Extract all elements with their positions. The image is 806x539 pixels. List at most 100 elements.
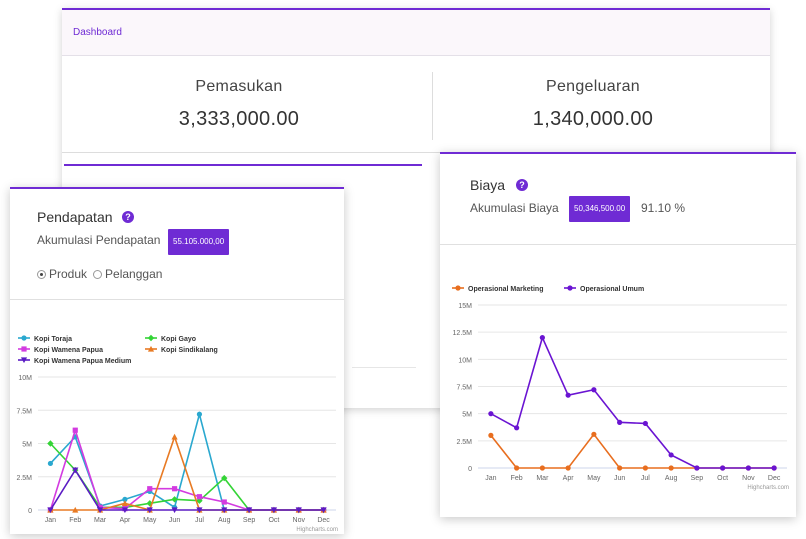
x-tick-label: Nov bbox=[293, 517, 306, 524]
data-point bbox=[147, 334, 155, 342]
data-point bbox=[121, 500, 129, 506]
data-point bbox=[771, 465, 777, 471]
stat-pemasukan: Pemasukan 3,333,000.00 bbox=[62, 56, 416, 131]
data-point bbox=[565, 465, 571, 471]
x-tick-label: Jun bbox=[614, 475, 625, 482]
inner-card-border bbox=[64, 164, 422, 166]
question-circle-icon[interactable]: ? bbox=[122, 211, 134, 223]
x-tick-label: Jul bbox=[641, 475, 650, 482]
y-tick-label: 5M bbox=[22, 442, 32, 449]
y-tick-label: 5M bbox=[462, 412, 472, 419]
x-tick-label: Jan bbox=[45, 517, 56, 524]
data-point bbox=[21, 335, 27, 341]
data-point bbox=[591, 387, 597, 393]
y-tick-label: 10M bbox=[18, 375, 32, 382]
legend-label: Kopi Toraja bbox=[34, 336, 72, 343]
data-point bbox=[72, 467, 79, 474]
data-point bbox=[147, 345, 155, 352]
legend-label: Operasional Marketing bbox=[468, 286, 543, 293]
y-tick-label: 7.5M bbox=[456, 385, 472, 392]
card-title: Pendapatan bbox=[37, 209, 113, 225]
x-tick-label: Apr bbox=[563, 475, 575, 482]
data-point bbox=[642, 465, 648, 471]
data-point bbox=[617, 419, 623, 425]
divider bbox=[352, 367, 416, 368]
x-tick-label: Aug bbox=[665, 475, 678, 482]
data-point bbox=[488, 432, 494, 438]
data-point bbox=[196, 507, 203, 514]
data-point bbox=[514, 465, 520, 471]
data-point bbox=[72, 506, 79, 513]
data-point bbox=[196, 494, 203, 500]
data-point bbox=[221, 507, 228, 514]
stat-value: 3,333,000.00 bbox=[178, 108, 300, 130]
data-point bbox=[668, 452, 674, 458]
radio-produk[interactable] bbox=[37, 269, 46, 279]
data-point bbox=[221, 474, 228, 482]
percent-label: 91.10 % bbox=[641, 201, 686, 215]
dashboard-header: Dashboard bbox=[62, 10, 770, 56]
chart-credit: Highcharts.com bbox=[296, 527, 338, 533]
stat-label: Pemasukan bbox=[195, 78, 283, 95]
legend-label: Kopi Gayo bbox=[161, 336, 196, 343]
series-line bbox=[49, 468, 324, 511]
stat-pengeluaran: Pengeluaran 1,340,000.00 bbox=[416, 56, 770, 131]
y-tick-label: 2.5M bbox=[456, 439, 472, 446]
stats-row: Pemasukan 3,333,000.00 Pengeluaran 1,340… bbox=[62, 56, 770, 153]
data-point bbox=[121, 507, 129, 514]
data-point bbox=[488, 411, 494, 417]
pendapatan-card: Pendapatan ? Akumulasi Pendapatan 55.105… bbox=[10, 187, 344, 534]
data-point bbox=[514, 425, 520, 431]
x-tick-label: Jun bbox=[169, 517, 180, 524]
data-point bbox=[539, 465, 545, 471]
data-point bbox=[567, 285, 573, 291]
data-point bbox=[245, 507, 253, 514]
data-point bbox=[668, 465, 674, 471]
data-point bbox=[47, 440, 54, 447]
biaya-card: Biaya ? Akumulasi Biaya 50,346,500.00 91… bbox=[440, 152, 796, 517]
series-line bbox=[490, 335, 775, 469]
legend-label: Kopi Wamena Papua Medium bbox=[34, 358, 131, 365]
x-tick-label: May bbox=[143, 517, 157, 524]
x-tick-label: Sep bbox=[691, 475, 704, 482]
x-tick-label: Apr bbox=[119, 517, 131, 524]
question-circle-icon[interactable]: ? bbox=[516, 179, 528, 191]
data-point bbox=[20, 357, 28, 364]
data-point bbox=[21, 346, 27, 352]
x-tick-label: Jul bbox=[195, 517, 204, 524]
x-tick-label: Aug bbox=[218, 517, 231, 524]
data-point bbox=[122, 496, 128, 502]
data-point bbox=[565, 392, 571, 398]
radio-pelanggan[interactable] bbox=[93, 269, 103, 279]
x-tick-label: Jan bbox=[485, 475, 496, 482]
data-point bbox=[96, 507, 104, 514]
total-badge: 55.105.000,00 bbox=[168, 229, 230, 255]
data-point bbox=[47, 460, 54, 467]
x-tick-label: Mar bbox=[94, 517, 107, 524]
data-point bbox=[295, 507, 302, 514]
x-tick-label: Feb bbox=[511, 475, 523, 482]
x-tick-label: Dec bbox=[317, 517, 330, 524]
legend-label: Kopi Sindikalang bbox=[161, 347, 218, 354]
data-point bbox=[72, 427, 78, 433]
data-point bbox=[455, 285, 461, 291]
y-tick-label: 0 bbox=[468, 466, 472, 473]
data-point bbox=[591, 431, 597, 437]
series-line bbox=[50, 434, 324, 511]
x-tick-label: Nov bbox=[742, 475, 755, 482]
x-tick-label: Sep bbox=[243, 517, 256, 524]
biaya-chart: 0 2.5M 5M 7.5M 10M 12.5M 15M Jan Feb Mar Apr May Jun… bbox=[440, 244, 796, 517]
biaya-line-chart: 0 2.5M 5M 7.5M 10M 12.5M 15M Jan Feb Mar Apr May Jun… bbox=[452, 285, 789, 491]
series-line bbox=[490, 432, 775, 469]
data-point bbox=[147, 486, 153, 492]
data-point bbox=[720, 465, 726, 471]
total-badge: 50,346,500.00 bbox=[569, 196, 631, 222]
chart-credit: Highcharts.com bbox=[747, 485, 789, 491]
radio-label: Pelanggan bbox=[105, 267, 163, 281]
data-point bbox=[221, 499, 227, 505]
y-tick-label: 2.5M bbox=[16, 475, 32, 482]
view-toggle: Produk Pelanggan bbox=[37, 267, 162, 281]
data-point bbox=[196, 411, 203, 417]
data-point bbox=[171, 496, 178, 503]
data-point bbox=[320, 507, 327, 514]
